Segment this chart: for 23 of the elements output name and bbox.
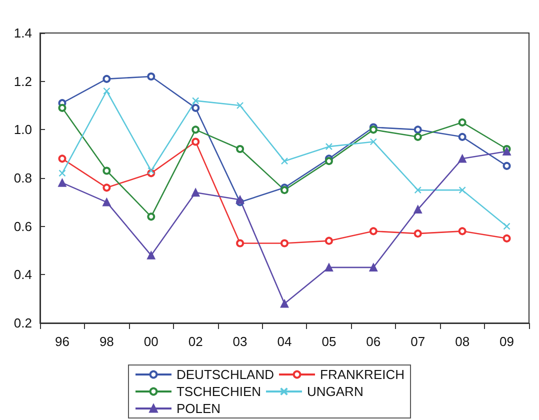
x-tick-label: 00 [144,334,158,349]
legend-label: DEUTSCHLAND [176,367,274,382]
legend-label: POLEN [176,401,221,416]
y-tick-label: 0.6 [14,218,32,234]
legend-label: TSCHECHIEN [176,384,262,399]
x-tick-label: 03 [232,334,248,349]
y-tick-label: 1.0 [14,122,32,138]
legend-label: UNGARN [306,384,364,399]
y-tick-label: 0.4 [14,267,32,282]
y-tick-label: 1.2 [14,74,32,89]
x-tick-label: 08 [455,334,470,349]
x-tick-label: 05 [322,334,336,349]
x-tick-label: 09 [500,334,514,349]
y-tick-label: 1.4 [14,26,32,40]
y-tick-label: 0.8 [14,170,32,186]
x-tick-label: 06 [366,334,381,349]
x-tick-label: 04 [277,334,292,349]
x-tick-label: 98 [99,334,114,349]
x-tick-label: 96 [54,334,70,349]
x-tick-label: 07 [410,334,426,349]
y-tick-label: 0.2 [14,316,32,330]
legend-label: FRANKREICH [320,367,405,382]
x-tick-label: 02 [188,334,203,349]
